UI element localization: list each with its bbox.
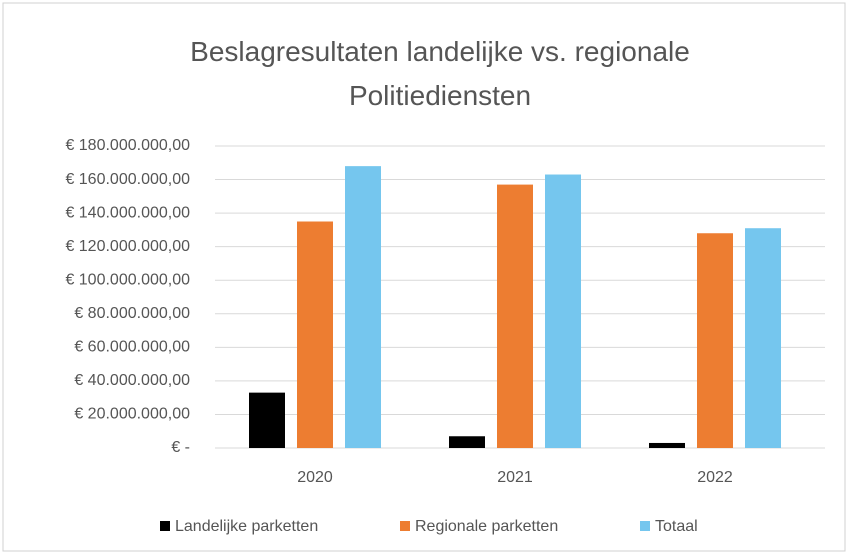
bar	[545, 174, 581, 448]
y-tick-label: € 80.000.000,00	[74, 305, 190, 322]
x-tick-label: 2022	[697, 469, 733, 486]
bar	[249, 392, 285, 448]
y-tick-label: € -	[171, 439, 190, 456]
bar	[697, 233, 733, 448]
legend-swatch	[400, 521, 410, 531]
y-tick-label: € 140.000.000,00	[65, 204, 190, 221]
y-tick-label: € 120.000.000,00	[65, 238, 190, 255]
legend-label: Regionale parketten	[415, 518, 558, 535]
chart-title: Beslagresultaten landelijke vs. regional…	[190, 36, 690, 111]
legend-label: Landelijke parketten	[175, 518, 318, 535]
x-tick-label: 2021	[497, 469, 533, 486]
y-tick-label: € 60.000.000,00	[74, 339, 190, 356]
legend-swatch	[160, 521, 170, 531]
bar	[449, 436, 485, 448]
bar	[297, 221, 333, 448]
y-tick-label: € 180.000.000,00	[65, 137, 190, 154]
y-tick-label: € 100.000.000,00	[65, 271, 190, 288]
legend-label: Totaal	[655, 518, 698, 535]
x-tick-label: 2020	[297, 469, 333, 486]
legend-swatch	[640, 521, 650, 531]
y-tick-label: € 40.000.000,00	[74, 372, 190, 389]
bar	[345, 166, 381, 448]
bar	[649, 442, 685, 448]
y-tick-label: € 20.000.000,00	[74, 406, 190, 423]
bar	[745, 228, 781, 448]
bar	[497, 184, 533, 449]
y-tick-label: € 160.000.000,00	[65, 171, 190, 188]
